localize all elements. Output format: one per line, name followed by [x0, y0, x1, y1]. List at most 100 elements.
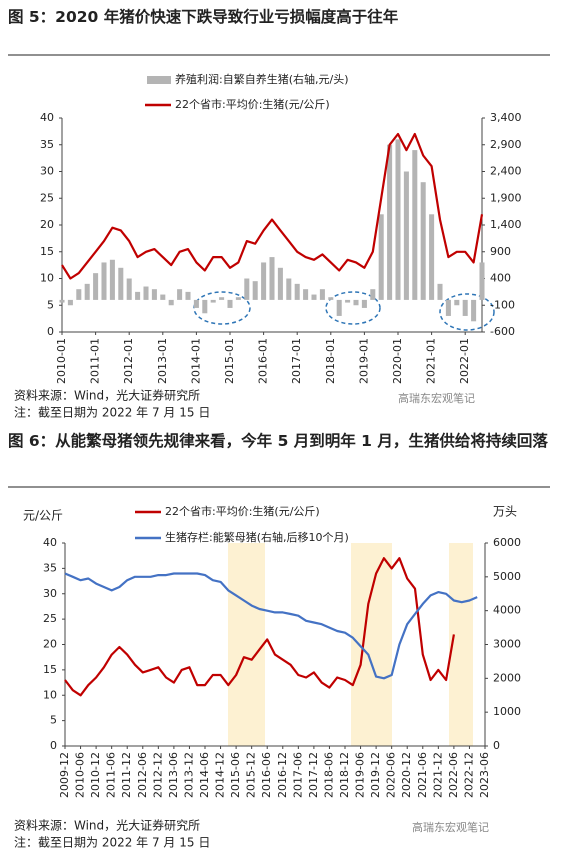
y2-tick-label: 400 — [490, 272, 511, 285]
x-tick-label: 2012-12 — [151, 752, 164, 798]
x-tick-label: 2014-01 — [189, 338, 202, 384]
x-tick-label: 2020-12 — [400, 752, 413, 798]
bar — [109, 259, 115, 300]
bar — [219, 297, 225, 300]
x-tick-label: 2015-12 — [245, 752, 258, 798]
bar — [454, 299, 460, 306]
x-tick-label: 2018-01 — [324, 338, 337, 384]
bar — [269, 257, 275, 300]
y-tick-label: 5 — [47, 298, 54, 311]
bar — [336, 299, 342, 316]
y-tick-label: 20 — [43, 638, 57, 651]
legend-label: 22个省市:平均价:生猪(元/公斤) — [175, 97, 330, 111]
y-tick-label: 35 — [40, 138, 54, 151]
x-tick-label: 2010-12 — [89, 752, 102, 798]
bar — [319, 289, 325, 300]
title-box: 图 6：从能繁母猪领先规律来看，今年 5 月到明年 1 月，生猪供给将持续回落 — [8, 432, 548, 450]
x-tick-label: 2022-01 — [458, 338, 471, 384]
x-tick-label: 2014-06 — [198, 752, 211, 798]
y-tick-label: 20 — [40, 218, 54, 231]
x-tick-label: 2016-12 — [276, 752, 289, 798]
x-tick-label: 2009-12 — [58, 752, 71, 798]
bar — [479, 262, 485, 300]
bar — [445, 299, 451, 316]
y-tick-label: 35 — [43, 561, 57, 574]
y-tick-label: 40 — [43, 536, 57, 549]
bar — [361, 299, 367, 308]
x-tick-label: 2016-06 — [260, 752, 273, 798]
x-tick-label: 2010-01 — [55, 338, 68, 384]
y-tick-label: 0 — [50, 739, 57, 752]
bar — [353, 299, 359, 306]
x-tick-label: 2022-12 — [462, 752, 475, 798]
bar — [235, 297, 241, 300]
highlight-ellipses — [193, 291, 495, 331]
bar — [429, 214, 435, 300]
bar — [286, 278, 292, 300]
x-tick-label: 2019-01 — [357, 338, 370, 384]
bar — [412, 150, 418, 300]
bar — [370, 289, 376, 300]
x-tick-label: 2019-12 — [369, 752, 382, 798]
legend-label: 生猪存栏:能繁母猪(右轴,后移10个月) — [165, 530, 349, 544]
bar — [210, 299, 216, 303]
y-tick-label: 30 — [43, 587, 57, 600]
y-tick-label: 40 — [40, 111, 54, 124]
bar — [59, 299, 65, 303]
bar — [193, 299, 199, 308]
figure-title: 图 5：2020 年猪价快速下跌导致行业亏损幅度高于往年 — [8, 7, 399, 26]
y2-tick-label: 2,900 — [490, 138, 522, 151]
bar — [244, 278, 250, 300]
bar — [135, 291, 141, 300]
x-tick-label: 2017-12 — [307, 752, 320, 798]
y2-tick-label: 900 — [490, 245, 511, 258]
bar — [403, 171, 409, 300]
bar — [294, 283, 300, 300]
bar — [227, 299, 233, 308]
bar — [93, 273, 99, 300]
y2-tick-label: 1,400 — [490, 218, 522, 231]
bar — [76, 289, 82, 300]
line — [64, 572, 478, 680]
source: 资料来源：Wind，光大证券研究所 — [14, 818, 200, 833]
bar — [126, 278, 132, 300]
watermark: 高瑞东宏观笔记 — [412, 820, 489, 834]
bar — [118, 267, 124, 300]
x-tick-label: 2014-12 — [214, 752, 227, 798]
bar — [185, 291, 191, 300]
bar — [378, 214, 384, 300]
y-tick-label: 15 — [40, 245, 54, 258]
line — [61, 132, 484, 280]
bar — [151, 289, 157, 300]
x-tick-label: 2011-12 — [120, 752, 133, 798]
x-tick-label: 2018-12 — [338, 752, 351, 798]
x-tick-label: 2021-06 — [416, 752, 429, 798]
bar — [345, 299, 351, 303]
highlight — [439, 293, 495, 331]
x-tick-label: 2017-06 — [291, 752, 304, 798]
x-tick-label: 2020-06 — [385, 752, 398, 798]
y-tick-label: 0 — [47, 325, 54, 338]
y-tick-label: 30 — [40, 165, 54, 178]
y2-tick-label: -600 — [490, 325, 515, 338]
bar — [311, 294, 317, 300]
bar — [261, 262, 267, 300]
y2-tick-label: 5000 — [493, 570, 521, 583]
y2-tick-label: -100 — [490, 298, 515, 311]
y2-tick-label: 1,900 — [490, 191, 522, 204]
y-tick-label: 10 — [43, 688, 57, 701]
y-tick-label: 10 — [40, 272, 54, 285]
y2-tick-label: 2000 — [493, 671, 521, 684]
shade — [351, 543, 392, 746]
x-tick-label: 2012-06 — [136, 752, 149, 798]
bar — [101, 262, 107, 300]
figure-title: 图 6：从能繁母猪领先规律来看，今年 5 月到明年 1 月，生猪供给将持续回落 — [8, 432, 548, 450]
bar — [67, 299, 73, 306]
x-tick-label: 2013-06 — [167, 752, 180, 798]
x-tick-label: 2013-01 — [156, 338, 169, 384]
highlight — [193, 291, 251, 325]
x-tick-label: 2017-01 — [290, 338, 303, 384]
y2-axis-title: 万头 — [493, 505, 517, 519]
note: 注：截至日期为 2022 年 7 月 15 日 — [14, 405, 210, 420]
source: 资料来源：Wind，光大证券研究所 — [14, 388, 200, 403]
